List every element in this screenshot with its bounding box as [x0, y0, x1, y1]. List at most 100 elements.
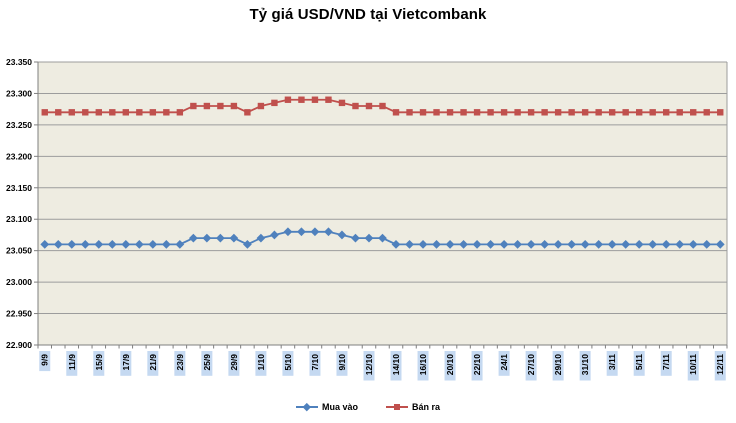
data-point-ban-ra [149, 109, 157, 116]
x-axis-label: 25/9 [201, 351, 213, 376]
svg-text:29/10: 29/10 [553, 354, 563, 376]
data-point-ban-ra [595, 109, 602, 116]
data-point-ban-ra [663, 109, 670, 116]
svg-text:24/1: 24/1 [499, 354, 509, 371]
data-point-ban-ra [568, 109, 575, 116]
svg-text:5/11: 5/11 [634, 354, 644, 370]
x-axis-label: 21/9 [147, 351, 159, 376]
data-point-mua-vao [364, 233, 374, 243]
svg-text:7/10: 7/10 [310, 354, 320, 371]
x-axis-label: 7/11 [660, 351, 672, 376]
data-point-mua-vao [621, 239, 631, 249]
data-point-ban-ra [271, 99, 278, 107]
svg-text:23/9: 23/9 [175, 354, 185, 371]
y-axis-label: 22.950 [6, 309, 32, 319]
legend-marker-mua-vao-icon [295, 402, 318, 412]
data-point-ban-ra [527, 109, 535, 116]
data-point-mua-vao [540, 239, 550, 249]
data-point-ban-ra [690, 109, 697, 116]
data-point-mua-vao [594, 239, 604, 249]
data-point-mua-vao [661, 239, 671, 249]
data-point-mua-vao [297, 227, 306, 237]
svg-text:11/9: 11/9 [67, 354, 77, 370]
data-point-ban-ra [608, 109, 616, 116]
data-point-ban-ra [635, 109, 643, 116]
data-point-ban-ra [68, 109, 75, 116]
svg-text:21/9: 21/9 [148, 354, 158, 371]
x-axis-label: 22/10 [471, 351, 483, 381]
data-point-ban-ra [55, 109, 62, 116]
svg-text:31/10: 31/10 [580, 354, 590, 376]
svg-text:1/10: 1/10 [256, 354, 266, 371]
data-point-mua-vao [567, 239, 577, 249]
data-point-mua-vao [688, 239, 698, 249]
data-point-ban-ra [298, 96, 305, 103]
data-point-ban-ra [365, 102, 373, 110]
data-point-mua-vao [337, 230, 347, 240]
data-point-ban-ra [717, 109, 724, 116]
x-axis-label: 27/10 [525, 351, 537, 381]
x-axis-label: 29/10 [552, 351, 564, 381]
y-axis-label: 23.100 [6, 214, 32, 224]
data-point-ban-ra [487, 109, 494, 116]
x-axis-label: 29/9 [228, 351, 240, 376]
data-point-ban-ra [284, 96, 292, 103]
chart-legend: Mua vào Bán ra [0, 399, 736, 415]
chart-title: Tỷ giá USD/VND tại Vietcombank [249, 6, 487, 23]
data-point-ban-ra [460, 109, 467, 116]
data-point-ban-ra [163, 109, 170, 116]
data-point-mua-vao [607, 239, 617, 249]
data-point-ban-ra [230, 102, 238, 110]
data-point-mua-vao [378, 233, 387, 243]
data-point-ban-ra [554, 109, 562, 116]
svg-text:17/9: 17/9 [121, 354, 131, 371]
data-point-mua-vao [472, 239, 482, 249]
data-point-ban-ra [703, 109, 710, 116]
x-axis-label: 9/10 [336, 351, 348, 376]
y-axis-label: 22.900 [6, 340, 32, 350]
svg-text:14/10: 14/10 [391, 354, 401, 376]
data-point-ban-ra [325, 96, 332, 103]
data-point-ban-ra [514, 109, 521, 116]
data-point-ban-ra [203, 102, 211, 110]
data-point-mua-vao [270, 230, 279, 240]
data-point-ban-ra [217, 102, 224, 110]
data-point-mua-vao [513, 239, 522, 249]
data-point-ban-ra [419, 109, 427, 116]
y-axis-label: 23.150 [6, 183, 32, 193]
svg-text:9/9: 9/9 [40, 354, 50, 366]
data-point-mua-vao [499, 239, 509, 249]
x-axis-label: 14/10 [390, 351, 402, 381]
x-axis-label: 5/11 [633, 351, 645, 376]
x-axis-label: 10/11 [687, 351, 699, 381]
data-point-mua-vao [553, 239, 563, 249]
x-axis-label: 31/10 [579, 351, 591, 381]
data-point-mua-vao [526, 239, 536, 249]
x-axis-label: 3/11 [606, 351, 618, 376]
y-axis-label: 23.350 [6, 57, 32, 67]
data-point-ban-ra [136, 109, 143, 116]
data-point-mua-vao [310, 227, 320, 237]
data-point-ban-ra [379, 102, 386, 110]
y-axis-label: 23.000 [6, 277, 32, 287]
data-point-mua-vao [634, 239, 644, 249]
x-axis-label: 9/9 [39, 351, 51, 372]
data-point-ban-ra [122, 109, 130, 116]
data-point-ban-ra [406, 109, 413, 116]
data-point-mua-vao [648, 239, 658, 249]
svg-text:20/10: 20/10 [445, 354, 455, 376]
x-axis-label: 1/10 [255, 351, 267, 376]
data-point-ban-ra [95, 109, 102, 116]
x-axis-label: 11/9 [66, 351, 78, 376]
data-point-ban-ra [541, 109, 548, 116]
data-point-mua-vao [256, 233, 266, 243]
data-point-mua-vao [459, 239, 468, 249]
data-point-mua-vao [715, 239, 725, 249]
y-axis-label: 23.250 [6, 120, 32, 130]
svg-text:22/10: 22/10 [472, 354, 482, 376]
x-axis-label: 7/10 [309, 351, 321, 376]
y-axis-label: 23.200 [6, 151, 32, 161]
legend-marker-ban-ra-icon [386, 402, 408, 412]
legend-item-ban-ra: Bán ra [386, 402, 440, 412]
legend-label-mua-vao: Mua vào [321, 402, 358, 412]
